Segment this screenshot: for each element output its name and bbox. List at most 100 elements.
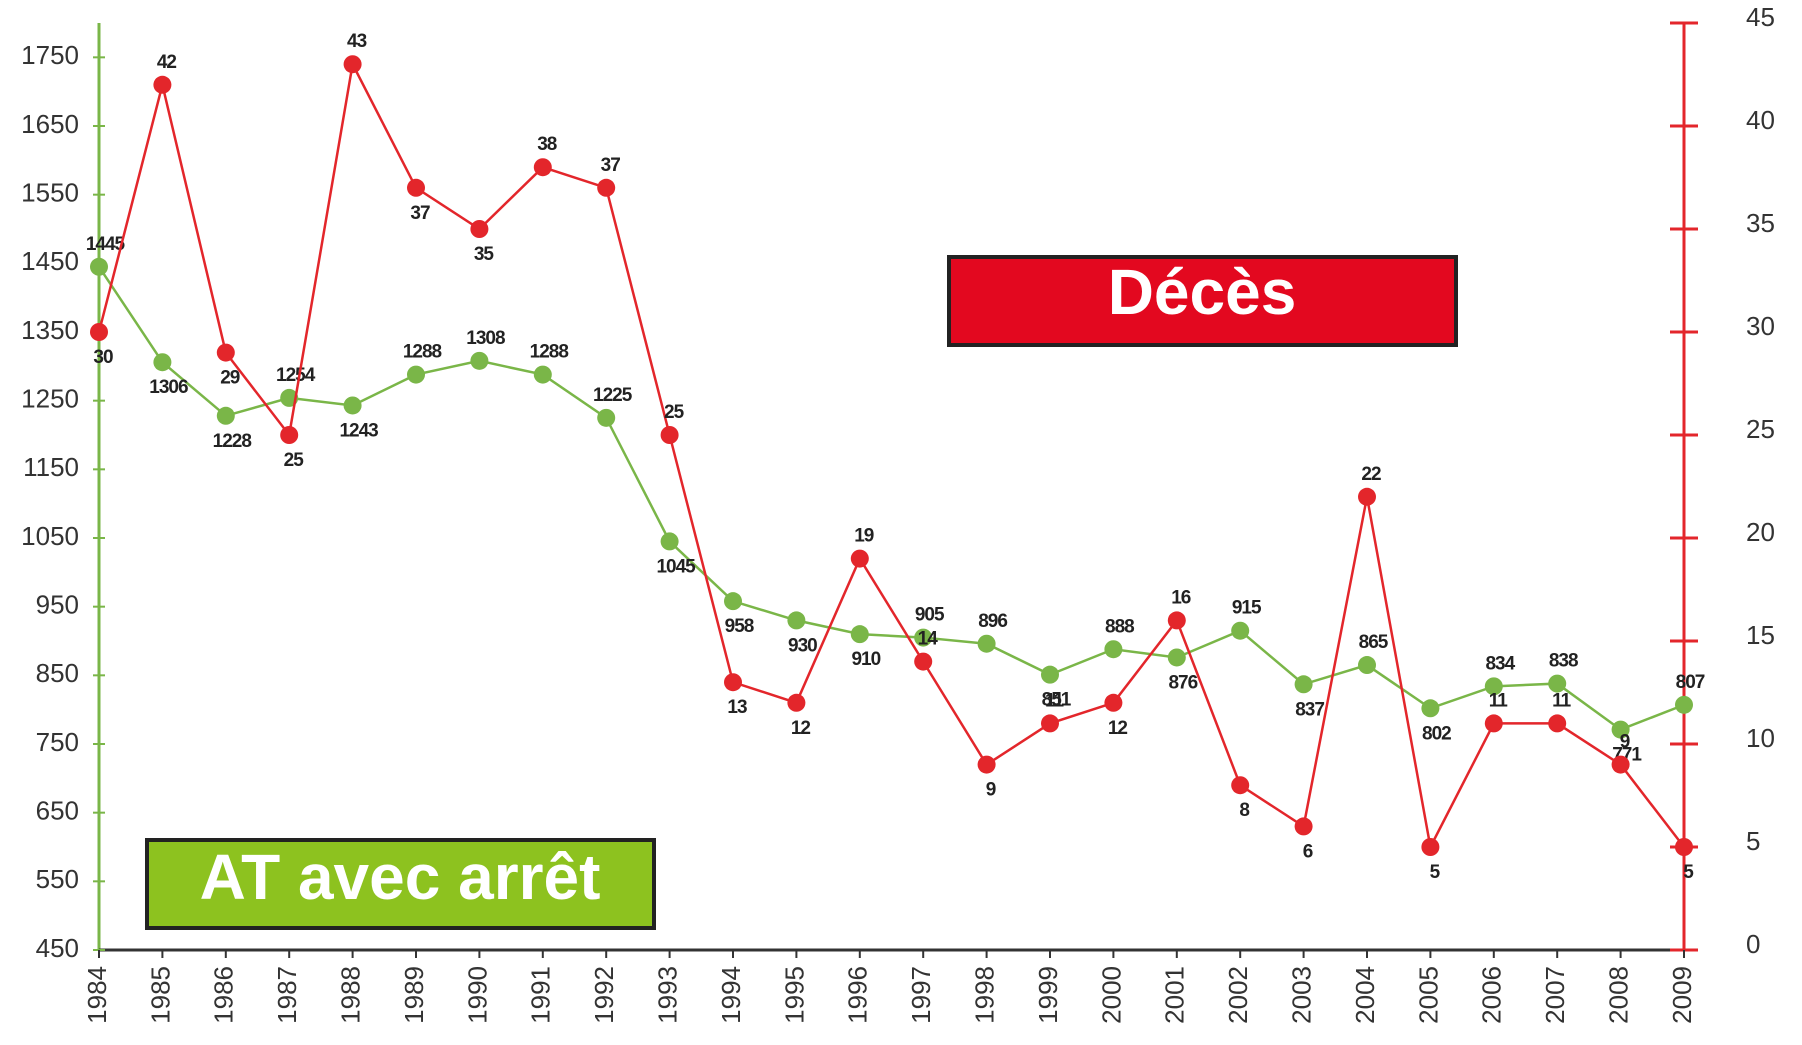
- data-label: 29: [220, 368, 240, 389]
- data-label: 6: [1303, 841, 1313, 862]
- data-label: 905: [915, 605, 945, 626]
- x-tick-label: 2005: [1413, 966, 1443, 1024]
- x-tick-label: 1998: [969, 966, 999, 1024]
- data-label: 1225: [593, 385, 633, 406]
- data-label: 865: [1359, 632, 1389, 653]
- data-label: 19: [854, 526, 874, 547]
- y2-tick-label: 5: [1746, 826, 1760, 856]
- data-point: [1294, 817, 1313, 836]
- data-label: 1308: [466, 328, 505, 349]
- data-point: [407, 365, 425, 384]
- data-point: [1611, 755, 1630, 774]
- x-tick-label: 1986: [209, 966, 239, 1024]
- y2-tick-label: 10: [1746, 723, 1775, 753]
- data-label: 35: [474, 244, 495, 265]
- y-tick-label: 1650: [21, 109, 79, 139]
- data-point: [977, 755, 996, 774]
- data-label: 834: [1485, 653, 1515, 674]
- legend-box: [145, 838, 656, 930]
- data-label: 37: [601, 155, 621, 176]
- data-label: 1288: [530, 342, 569, 363]
- data-point: [280, 426, 299, 444]
- series-line: [97, 266, 1685, 731]
- x-tick-label: 2009: [1667, 966, 1697, 1024]
- data-point: [1421, 838, 1440, 856]
- data-label: 958: [725, 616, 754, 637]
- data-point: [724, 673, 742, 692]
- x-tick-label: 1995: [779, 966, 809, 1024]
- data-point: [533, 158, 552, 177]
- x-tick-label: 2006: [1477, 966, 1507, 1024]
- data-point: [914, 628, 933, 647]
- data-label: 30: [93, 347, 113, 368]
- data-point: [1358, 487, 1376, 506]
- data-point: [1294, 675, 1313, 694]
- data-label: 1243: [339, 420, 378, 441]
- legend-box: [947, 255, 1458, 347]
- data-label: 1254: [276, 365, 316, 386]
- data-label: 12: [1108, 718, 1128, 739]
- legend-label: Décès: [1108, 256, 1297, 328]
- x-tick-label: 1992: [589, 966, 619, 1024]
- data-point: [1548, 674, 1567, 693]
- x-tick-label: 2007: [1540, 966, 1570, 1024]
- y-tick-label: 650: [36, 796, 79, 826]
- data-point: [153, 353, 172, 372]
- data-point: [1484, 714, 1503, 733]
- data-point: [216, 343, 235, 362]
- data-point: [787, 611, 806, 630]
- data-point: [787, 693, 806, 712]
- data-point: [1421, 699, 1440, 718]
- data-label: 1306: [149, 377, 188, 398]
- data-point: [597, 178, 616, 197]
- data-label: 915: [1232, 598, 1262, 619]
- data-point: [850, 549, 869, 568]
- y2-tick-label: 25: [1746, 414, 1775, 444]
- data-label: 802: [1422, 723, 1451, 744]
- data-label: 851: [1042, 690, 1072, 711]
- data-label: 5: [1430, 862, 1441, 883]
- data-label: 16: [1171, 587, 1191, 608]
- y2-tick-label: 0: [1746, 929, 1760, 959]
- y2-tick-label: 35: [1746, 208, 1775, 238]
- x-tick-label: 1997: [906, 966, 936, 1024]
- data-label: 42: [157, 52, 177, 73]
- data-label: 807: [1676, 672, 1705, 693]
- y-tick-label: 1050: [21, 521, 79, 551]
- y-tick-label: 1550: [21, 178, 79, 208]
- data-label: 11: [1045, 690, 1065, 711]
- data-point: [1104, 693, 1123, 712]
- data-label: 1288: [403, 342, 442, 363]
- data-point: [660, 532, 679, 551]
- data-label: 1045: [656, 556, 696, 577]
- y-tick-label: 550: [36, 864, 79, 894]
- x-tick-label: 2001: [1160, 966, 1190, 1024]
- data-label: 1228: [213, 431, 252, 452]
- y-tick-label: 1750: [21, 40, 79, 70]
- y-tick-label: 1350: [21, 315, 79, 345]
- data-point: [1484, 677, 1503, 696]
- legend-label: AT avec arrêt: [200, 841, 601, 913]
- data-label: 9: [1620, 732, 1630, 753]
- data-point: [1231, 621, 1250, 640]
- data-point: [1358, 656, 1376, 675]
- x-tick-label: 1985: [145, 966, 175, 1024]
- data-point: [1167, 611, 1186, 630]
- x-tick-label: 1988: [335, 966, 365, 1024]
- data-label: 25: [284, 450, 305, 471]
- data-point: [1611, 720, 1630, 739]
- data-label: 11: [1489, 690, 1509, 711]
- data-point: [1675, 695, 1693, 714]
- x-tick-label: 1993: [652, 966, 682, 1024]
- y-tick-label: 750: [36, 727, 79, 757]
- data-label: 11: [1552, 690, 1572, 711]
- x-tick-label: 1990: [462, 966, 492, 1024]
- data-label: 838: [1549, 651, 1578, 672]
- data-label: 25: [664, 402, 685, 423]
- x-tick-label: 2002: [1223, 966, 1253, 1024]
- x-tick-label: 1987: [272, 966, 302, 1024]
- x-tick-label: 1996: [843, 966, 873, 1024]
- data-label: 930: [788, 635, 817, 656]
- y2-tick-label: 20: [1746, 517, 1775, 547]
- data-label: 1445: [86, 234, 126, 255]
